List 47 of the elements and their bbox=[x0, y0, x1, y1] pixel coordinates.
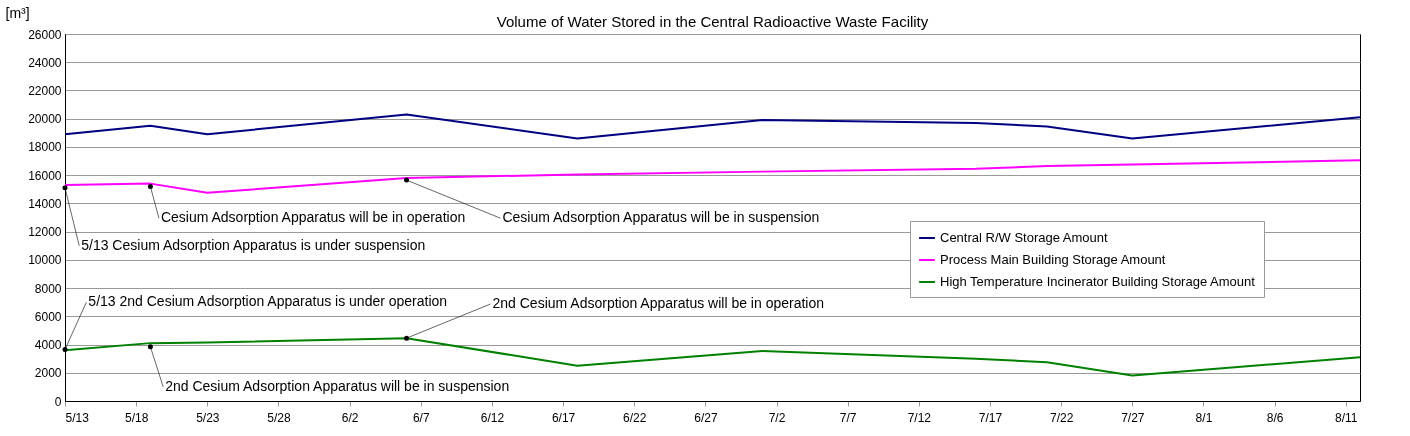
line-series bbox=[64, 113, 1361, 140]
y-tick-label: 4000 bbox=[34, 338, 62, 353]
y-tick-label: 20000 bbox=[28, 112, 62, 127]
x-tick-label: 6/2 bbox=[341, 410, 359, 425]
x-tick-label: 8/6 bbox=[1266, 410, 1284, 425]
annotation: 5/13 2nd Cesium Adsorption Apparatus is under operation bbox=[88, 293, 448, 310]
x-tick-label: 5/13 bbox=[65, 410, 90, 425]
line-series bbox=[64, 337, 1361, 377]
line-series bbox=[64, 159, 1361, 194]
y-axis-title: [m³] bbox=[5, 4, 30, 21]
annotation: 5/13 Cesium Adsorption Apparatus is under suspension bbox=[81, 236, 426, 253]
x-tick-label: 7/2 bbox=[768, 410, 786, 425]
legend-label: High Temperature Incinerator Building Storage Amount bbox=[940, 274, 1256, 289]
y-tick-label: 12000 bbox=[28, 225, 62, 240]
y-tick-label: 14000 bbox=[28, 196, 62, 211]
x-tick-label: 6/7 bbox=[412, 410, 430, 425]
legend-label: Central R/W Storage Amount bbox=[940, 230, 1109, 245]
chart-title: Volume of Water Stored in the Central Radioactive Waste Facility bbox=[496, 13, 929, 30]
x-tick-label: 6/12 bbox=[480, 410, 505, 425]
x-tick-label: 7/27 bbox=[1121, 410, 1145, 425]
annotation: 2nd Cesium Adsorption Apparatus will be in suspension bbox=[165, 377, 510, 394]
y-tick-label: 2000 bbox=[34, 366, 62, 381]
y-tick-label: 0 bbox=[54, 394, 62, 409]
x-tick-label: 7/12 bbox=[907, 410, 932, 425]
x-tick-label: 7/22 bbox=[1049, 410, 1074, 425]
y-tick-label: 6000 bbox=[34, 309, 62, 324]
annotation: Cesium Adsorption Apparatus will be in operation bbox=[160, 209, 466, 226]
x-tick-label: 6/17 bbox=[551, 410, 576, 425]
y-tick-label: 26000 bbox=[28, 27, 62, 42]
x-tick-label: 7/17 bbox=[978, 410, 1003, 425]
x-tick-label: 8/11 bbox=[1335, 410, 1358, 425]
y-tick-label: 8000 bbox=[34, 281, 62, 296]
x-tick-label: 6/27 bbox=[694, 410, 718, 425]
x-tick-label: 5/18 bbox=[124, 410, 149, 425]
annotation: 2nd Cesium Adsorption Apparatus will be in operation bbox=[492, 295, 825, 312]
x-tick-label: 7/7 bbox=[839, 410, 857, 425]
x-tick-label: 5/23 bbox=[196, 410, 220, 425]
y-tick-label: 16000 bbox=[28, 168, 62, 183]
annotation: Cesium Adsorption Apparatus will be in suspension bbox=[502, 209, 820, 226]
y-tick-label: 10000 bbox=[28, 253, 62, 268]
y-tick-label: 22000 bbox=[28, 83, 62, 98]
x-tick-label: 8/1 bbox=[1195, 410, 1213, 425]
legend-label: Process Main Building Storage Amount bbox=[940, 252, 1166, 267]
y-tick-label: 18000 bbox=[28, 140, 62, 155]
y-tick-label: 24000 bbox=[28, 55, 62, 70]
x-tick-label: 5/28 bbox=[267, 410, 291, 425]
x-tick-label: 6/22 bbox=[623, 410, 647, 425]
